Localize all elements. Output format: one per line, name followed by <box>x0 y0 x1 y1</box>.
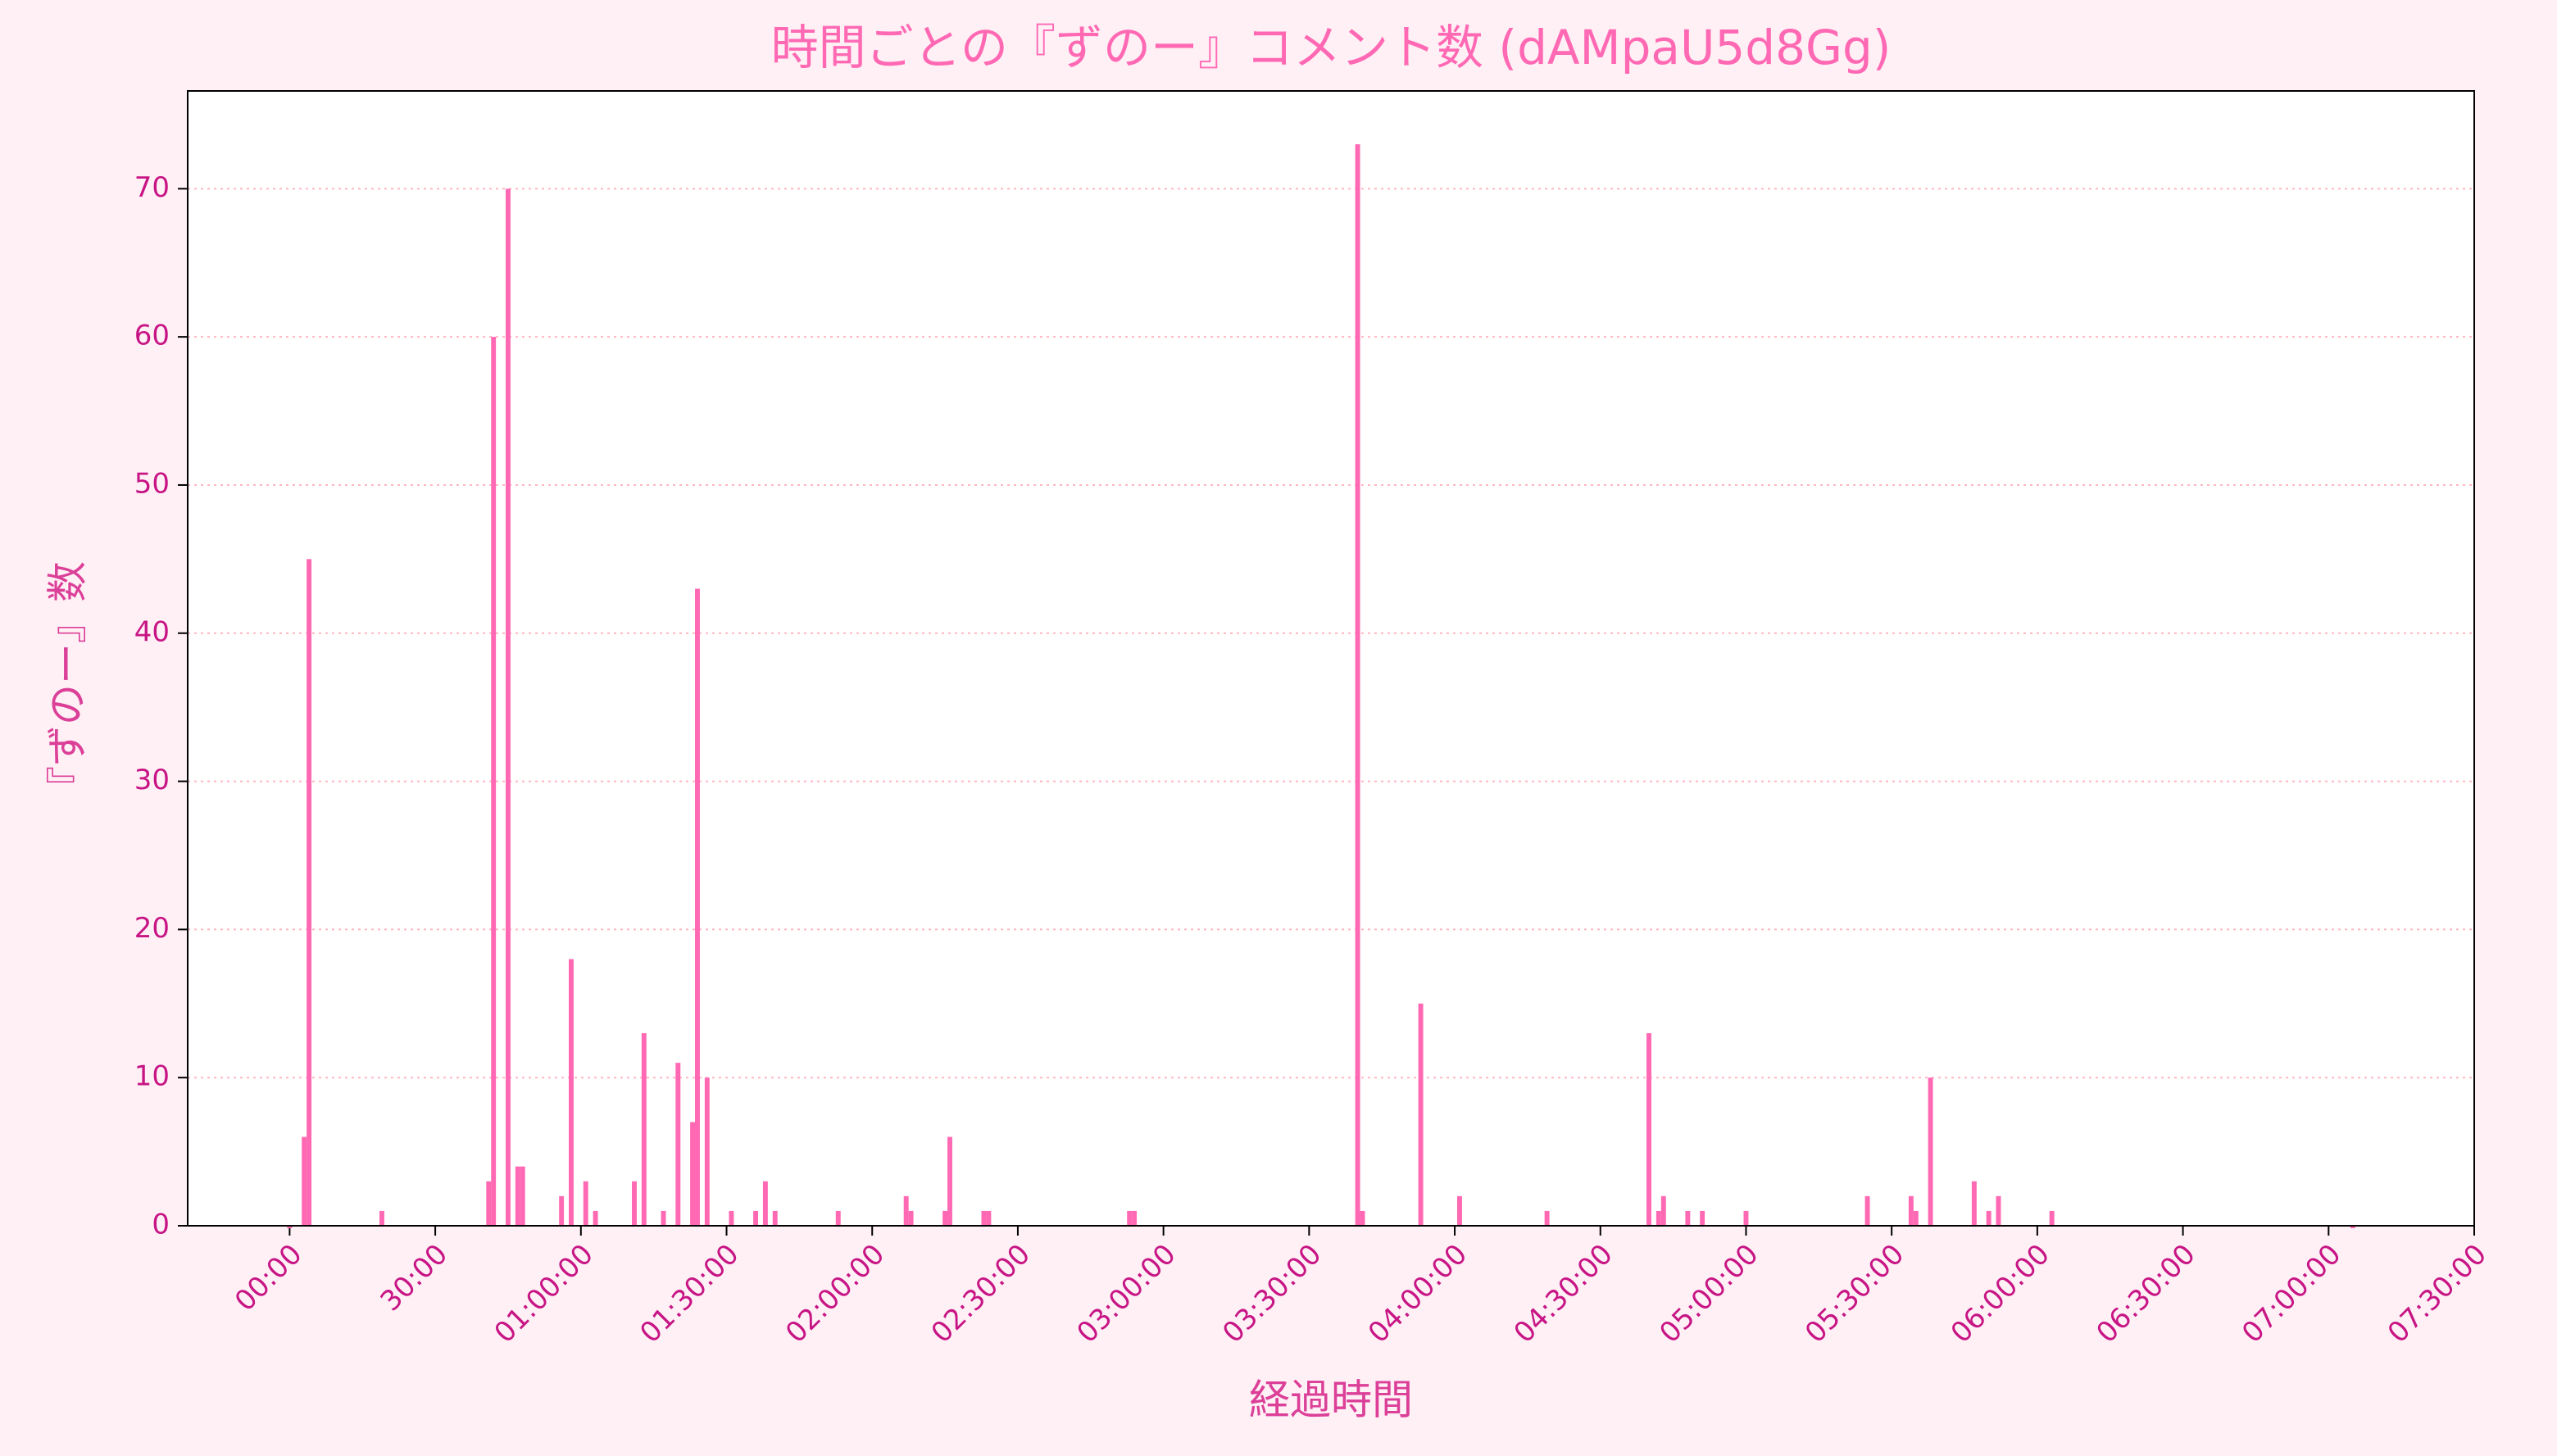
bar <box>1132 1210 1138 1226</box>
bar <box>690 1122 696 1226</box>
bar <box>986 1210 992 1226</box>
bar <box>1660 1195 1666 1226</box>
bar <box>695 588 700 1226</box>
bar <box>835 1210 841 1226</box>
bar <box>1355 144 1360 1226</box>
bar <box>307 559 312 1226</box>
bar <box>942 1210 948 1226</box>
bar <box>491 337 497 1227</box>
bar <box>704 1077 710 1226</box>
y-axis-label: 『ずのー』数 <box>44 561 92 807</box>
y-tick-label: 10 <box>134 1060 170 1093</box>
bar <box>1127 1210 1133 1226</box>
bar <box>1646 1032 1651 1226</box>
bar <box>1418 1003 1424 1226</box>
bar <box>753 1210 759 1226</box>
bar <box>675 1063 681 1226</box>
y-tick-label: 0 <box>152 1209 170 1241</box>
y-tick-label: 50 <box>134 467 170 500</box>
bar <box>1360 1210 1365 1226</box>
chart-title: 時間ごとの『ずのー』コメント数 (dAMpaU5d8Gg) <box>771 20 1892 75</box>
y-tick-label: 30 <box>134 764 170 796</box>
bar <box>583 1181 588 1226</box>
y-tick-label: 40 <box>134 615 170 648</box>
bar <box>287 1226 293 1228</box>
bar <box>1971 1181 1977 1226</box>
x-axis-label: 経過時間 <box>1249 1377 1413 1424</box>
bar <box>903 1195 909 1226</box>
bar <box>632 1181 637 1226</box>
bar <box>515 1166 520 1226</box>
bar <box>1996 1195 2001 1226</box>
bar <box>1685 1210 1691 1226</box>
bar <box>1864 1195 1870 1226</box>
bar <box>772 1210 778 1226</box>
bar <box>1544 1210 1550 1226</box>
bar <box>2350 1226 2355 1228</box>
plot-frame <box>187 90 2475 1227</box>
bar <box>1986 1210 1992 1226</box>
bar <box>1743 1210 1749 1226</box>
y-tick-label: 20 <box>134 912 170 945</box>
plot-area <box>188 91 2474 1226</box>
bar <box>559 1195 565 1226</box>
bar <box>379 1210 384 1226</box>
bar <box>486 1181 492 1226</box>
bar <box>302 1136 307 1226</box>
y-tick-label: 70 <box>134 171 170 204</box>
bar <box>981 1210 987 1226</box>
bar <box>2049 1210 2055 1226</box>
bar <box>661 1210 666 1226</box>
bar <box>1457 1195 1462 1226</box>
bar <box>593 1210 598 1226</box>
bar <box>908 1210 914 1226</box>
bar <box>1928 1077 1933 1226</box>
bar <box>947 1136 952 1226</box>
bar <box>520 1166 525 1226</box>
bar <box>1655 1210 1661 1226</box>
bar <box>641 1032 647 1226</box>
bar <box>505 188 511 1226</box>
bar <box>569 959 574 1226</box>
bar <box>1700 1210 1705 1226</box>
y-tick-label: 60 <box>134 320 170 352</box>
bar <box>729 1210 734 1226</box>
bar <box>1908 1195 1914 1226</box>
bar <box>762 1181 768 1226</box>
bar <box>1913 1210 1919 1226</box>
